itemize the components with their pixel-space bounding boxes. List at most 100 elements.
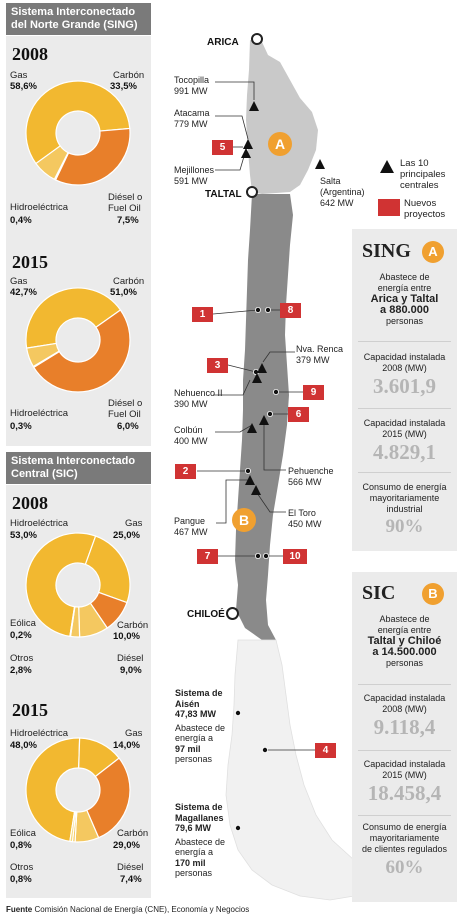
sing-cap2015-value: 4.829,1 (373, 440, 436, 464)
carbon-label: Carbón (113, 276, 145, 287)
diesel-pct: 6,0% (117, 421, 139, 432)
diesel-label: Diésel (117, 862, 144, 873)
divider (358, 684, 451, 685)
pie-slice-di-sel-o-fuel-oil (25, 342, 60, 368)
otros-pct: 2,8% (10, 665, 32, 676)
sic-consumo-label: Consumo de energía mayoritariamente de cli… (361, 822, 448, 854)
pie-slice-e-lica (69, 606, 76, 638)
pie-slice-gas (25, 80, 131, 165)
sing-section-title: Sistema Interconectado del Norte Grande … (6, 3, 151, 35)
leader-line (212, 309, 259, 315)
plant-triangle-icon (241, 148, 251, 158)
arica-marker (251, 33, 263, 45)
project-box: 1 (192, 307, 213, 322)
plant-label: Atacama 779 MW (174, 108, 210, 129)
sing-badge: A (422, 241, 444, 263)
otros-label: Otros (10, 862, 34, 873)
project-dot (254, 306, 261, 313)
plant-label: Mejillones 591 MW (174, 165, 215, 186)
taltal-label: TALTAL (205, 189, 242, 200)
project-box: 3 (207, 358, 228, 373)
sic-2015-donut (25, 737, 131, 843)
hidro-label: Hidroeléctrica (10, 408, 69, 419)
gas-pct: 25,0% (113, 530, 140, 541)
gas-label: Gas (125, 518, 143, 529)
legend-projects: Nuevos proyectos (404, 198, 446, 220)
plant-label: Pehuenche 566 MW (288, 466, 334, 487)
triangle-legend-icon (380, 160, 394, 173)
sic-badge: B (422, 583, 444, 605)
project-box: 2 (175, 464, 196, 479)
gas-pct: 58,6% (10, 81, 37, 92)
sing-cap2008-label: Capacidad instalada 2008 (MW) (363, 352, 446, 373)
leader-line (215, 81, 255, 100)
carbon-pct: 10,0% (113, 631, 140, 642)
region-badge-b: B (232, 508, 256, 532)
diesel-pct: 7,5% (117, 215, 139, 226)
project-box: 6 (288, 407, 309, 422)
pie-slice-di-sel-o-fuel-oil (35, 145, 69, 181)
arica-label: ARICA (207, 37, 239, 48)
sing-region (246, 40, 318, 194)
chiloe-marker (226, 607, 239, 620)
plant-label: Nva. Renca 379 MW (296, 344, 344, 365)
sing-2008-donut (25, 80, 131, 186)
project-dot (254, 553, 261, 560)
project-box: 8 (280, 303, 301, 318)
plant-triangle-icon (251, 485, 261, 495)
plant-label: Nehuenco II 390 MW (174, 388, 223, 409)
carbon-label: Carbón (117, 620, 149, 631)
leader-line (256, 492, 286, 513)
legend-plants: Las 10 principales centrales (400, 158, 446, 191)
hidro-pct: 53,0% (10, 530, 37, 541)
eolica-pct: 0,2% (10, 630, 32, 641)
pie-slice-gas (84, 535, 131, 604)
region-badge-a: A (268, 132, 292, 156)
diesel-label: Diésel o Fuel Oil (108, 192, 143, 214)
magallanes-info: Sistema de Magallanes 79,6 MW Abastece d… (175, 802, 226, 878)
leader-line (262, 351, 295, 363)
gas-pct: 42,7% (10, 287, 37, 298)
gas-label: Gas (10, 70, 28, 81)
sic-cap2015-label: Capacidad instalada 2015 (MW) (363, 759, 446, 780)
carbon-pct: 29,0% (113, 840, 140, 851)
carbon-pct: 33,5% (110, 81, 137, 92)
project-dot (264, 306, 271, 313)
aisen-info: Sistema de Aisén 47,83 MW Abastece de en… (175, 688, 226, 764)
sic-supply: Abastece de energía entre Taltal y Chilo… (367, 614, 442, 668)
pie-slice-e-lica (69, 811, 77, 843)
plant-label: Salta (Argentina) 642 MW (320, 176, 365, 208)
leader-line (227, 364, 257, 373)
sing-info-panel (352, 229, 457, 551)
sing-cap2015-label: Capacidad instalada 2015 (MW) (363, 418, 446, 439)
sing-consumo-value: 90% (385, 516, 424, 537)
leader-line (215, 152, 246, 171)
gas-label: Gas (125, 728, 143, 739)
carbon-label: Carbón (117, 828, 149, 839)
sing-2015-donut (25, 287, 131, 393)
project-dot (234, 710, 241, 717)
plant-triangle-icon (249, 101, 259, 111)
leader-line (215, 115, 249, 140)
sing-title: SING (362, 240, 411, 262)
eolica-pct: 0,8% (10, 840, 32, 851)
project-dot (272, 388, 279, 395)
leader-line (213, 379, 251, 396)
divider (358, 815, 451, 816)
eolica-label: Eólica (10, 618, 36, 629)
hidro-label: Hidroeléctrica (10, 202, 69, 213)
year-label: 2015 (12, 700, 48, 720)
carbon-label: Carbón (113, 70, 145, 81)
divider (358, 341, 451, 342)
diesel-pct: 7,4% (120, 874, 142, 885)
otros-pct: 0,8% (10, 874, 32, 885)
pie-slice-gas (25, 287, 122, 349)
diesel-label: Diésel o Fuel Oil (108, 398, 143, 420)
year-label: 2008 (12, 493, 48, 513)
project-box: 4 (315, 743, 336, 758)
hidro-label: Hidroeléctrica (10, 728, 69, 739)
project-dot (244, 467, 251, 474)
project-box: 5 (212, 140, 233, 155)
sic-cap2008-value: 9.118,4 (373, 715, 436, 739)
sing-supply: Abastece de energía entre Arica y Taltal… (370, 272, 439, 326)
